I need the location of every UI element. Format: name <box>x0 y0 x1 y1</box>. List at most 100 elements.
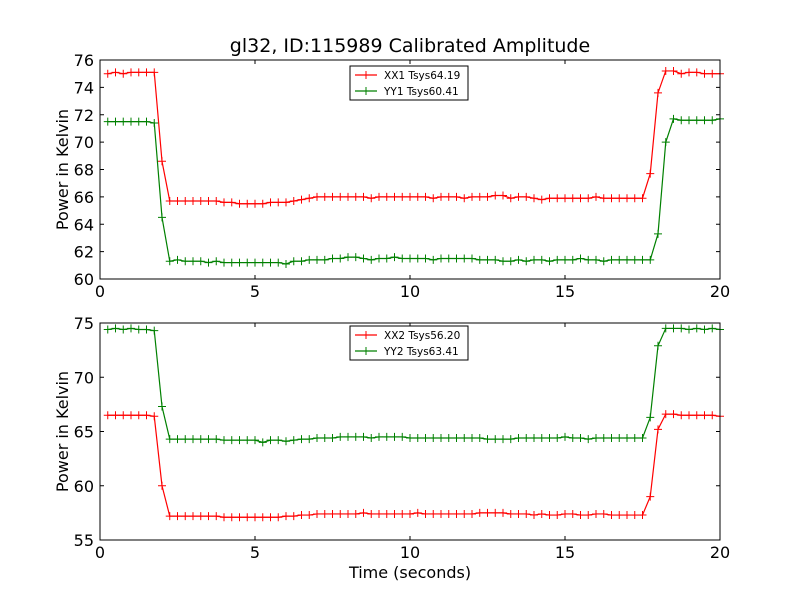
data-point <box>351 192 360 201</box>
data-point <box>150 326 159 335</box>
data-point <box>189 257 197 266</box>
data-point <box>398 192 407 201</box>
data-point <box>545 257 554 266</box>
data-point <box>468 509 476 518</box>
data-point <box>483 192 492 201</box>
data-point <box>522 509 531 518</box>
legend-marker <box>362 331 370 339</box>
data-point <box>390 253 399 262</box>
legend-label: YY2 Tsys63.41 <box>383 346 459 358</box>
data-point <box>514 434 523 443</box>
data-point <box>568 194 577 203</box>
data-point <box>491 191 500 200</box>
data-point <box>468 434 476 443</box>
data-point <box>530 434 538 443</box>
data-point <box>708 69 717 78</box>
data-point <box>142 68 151 77</box>
data-point <box>289 436 298 445</box>
data-point <box>243 199 252 208</box>
data-point <box>320 192 329 201</box>
data-point <box>328 509 337 518</box>
data-point <box>274 513 283 522</box>
data-point <box>669 410 678 419</box>
data-point <box>320 434 329 443</box>
data-point <box>421 434 430 443</box>
data-point <box>158 481 166 490</box>
data-point <box>111 68 120 77</box>
data-point <box>607 194 616 203</box>
data-point <box>196 512 205 521</box>
data-point <box>227 513 236 522</box>
y-tick-label: 60 <box>74 270 94 289</box>
data-point <box>444 254 453 263</box>
data-point <box>336 432 345 441</box>
data-point <box>545 511 554 520</box>
data-point <box>406 434 414 443</box>
data-point <box>421 192 430 201</box>
data-point <box>623 511 631 520</box>
data-point <box>142 411 151 420</box>
data-point <box>204 258 213 267</box>
data-point <box>452 254 461 263</box>
legend-label: YY1 Tsys60.41 <box>383 86 459 98</box>
data-point <box>313 255 321 264</box>
data-point <box>561 509 569 518</box>
data-point <box>375 432 383 441</box>
data-point <box>220 198 228 207</box>
data-point <box>251 199 259 208</box>
data-point <box>429 509 438 518</box>
x-tick-label: 10 <box>400 543 420 562</box>
data-point <box>506 435 515 444</box>
data-point <box>599 509 608 518</box>
data-point <box>661 324 670 333</box>
data-point <box>367 509 376 518</box>
data-point <box>537 434 546 443</box>
data-point <box>243 513 252 522</box>
data-point <box>297 195 306 204</box>
data-point <box>212 512 221 521</box>
data-point <box>638 434 647 443</box>
data-point <box>258 199 267 208</box>
x-axis-label: Time (seconds) <box>348 563 471 582</box>
data-point <box>297 257 306 266</box>
data-point <box>351 432 360 441</box>
x-tick-label: 10 <box>400 282 420 301</box>
data-point <box>258 438 267 447</box>
legend-marker <box>362 87 370 95</box>
chart-top: 0 5 10 15 20 60 62 64 66 68 70 72 74 76 gl32, ID:11598… <box>53 35 730 301</box>
data-point <box>235 513 244 522</box>
data-point <box>328 254 337 263</box>
data-point <box>196 435 205 444</box>
data-point <box>336 254 345 263</box>
data-point <box>103 117 112 126</box>
data-point <box>568 434 577 443</box>
data-point <box>506 257 515 266</box>
data-point <box>181 196 190 205</box>
data-point <box>227 258 236 267</box>
data-point <box>398 509 407 518</box>
data-point <box>344 432 352 441</box>
data-point <box>359 254 368 263</box>
data-point <box>305 255 314 264</box>
data-point <box>274 198 283 207</box>
data-point <box>119 411 128 420</box>
data-point <box>158 157 166 166</box>
data-point <box>576 254 585 263</box>
data-point <box>576 194 585 203</box>
data-point <box>243 436 252 445</box>
data-point <box>708 324 717 333</box>
data-point <box>654 88 662 97</box>
data-point <box>638 511 647 520</box>
data-point <box>545 194 554 203</box>
data-point <box>460 254 469 263</box>
y-tick-label: 76 <box>74 51 94 70</box>
data-point <box>421 509 430 518</box>
data-point <box>111 324 120 333</box>
data-point <box>189 512 197 521</box>
data-point <box>181 257 190 266</box>
data-point <box>692 116 701 125</box>
data-point <box>158 213 166 222</box>
data-point <box>592 434 600 443</box>
series-2-group <box>103 114 724 268</box>
data-point <box>181 512 190 521</box>
